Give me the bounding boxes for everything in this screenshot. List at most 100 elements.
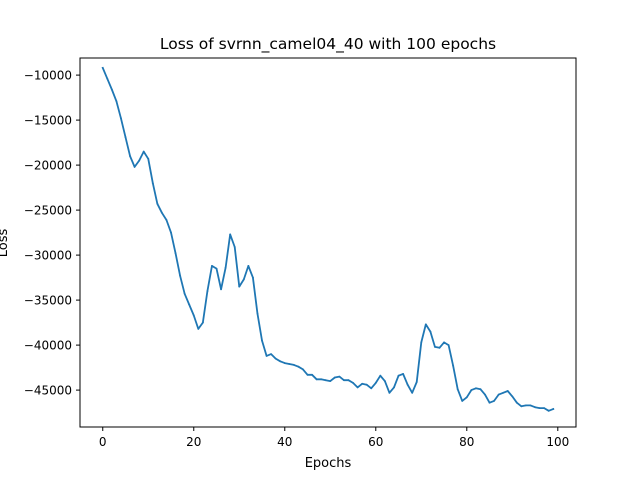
data-point	[502, 391, 505, 394]
data-point	[124, 136, 127, 139]
data-point	[229, 233, 232, 236]
data-point	[211, 265, 213, 267]
data-point	[183, 292, 186, 295]
data-point	[347, 379, 350, 382]
data-point	[170, 231, 172, 234]
data-point	[374, 382, 377, 384]
data-point	[538, 407, 541, 409]
plot-frame	[79, 57, 577, 428]
data-point	[274, 357, 277, 360]
data-point	[174, 252, 177, 255]
data-point	[179, 274, 182, 277]
y-tick-label: −40000	[24, 339, 72, 353]
plot-data	[101, 66, 555, 412]
axis-ticks: 0 20 40 60 80 100 −10000 −15000 −20000 −25000 −300…	[24, 69, 569, 449]
data-point	[515, 401, 518, 404]
data-point	[247, 265, 250, 267]
x-tick-label: 100	[546, 435, 569, 449]
x-tick-label: 0	[99, 435, 107, 449]
data-point	[161, 211, 163, 214]
data-point	[133, 166, 136, 168]
data-point	[224, 266, 227, 269]
data-point	[493, 400, 495, 402]
data-point	[411, 391, 414, 394]
data-point	[370, 387, 373, 390]
data-point	[429, 330, 432, 333]
data-point	[393, 386, 395, 389]
data-point	[525, 404, 527, 407]
data-point	[397, 374, 400, 377]
data-point	[383, 380, 386, 382]
data-point	[106, 77, 109, 80]
data-point	[547, 409, 550, 412]
data-point	[402, 373, 404, 375]
data-point	[443, 341, 445, 344]
data-point	[297, 365, 300, 368]
x-axis-label: Epochs	[305, 456, 352, 471]
data-point	[356, 386, 359, 389]
data-point	[420, 341, 423, 344]
loss-series-line	[101, 66, 555, 412]
data-point	[474, 387, 477, 390]
data-point	[256, 312, 259, 315]
data-point	[452, 364, 455, 367]
data-point	[101, 67, 104, 69]
x-tick-label: 60	[368, 435, 383, 449]
y-axis-label: Loss	[0, 229, 11, 258]
data-point	[283, 362, 286, 364]
data-point	[488, 401, 491, 404]
data-point	[484, 393, 486, 396]
data-point	[220, 288, 222, 291]
data-point	[511, 395, 514, 398]
data-point	[329, 380, 332, 382]
chart-title: Loss of svrnn_camel04_40 with 100 epochs	[160, 35, 496, 54]
data-point	[343, 379, 345, 382]
data-point	[324, 379, 327, 382]
x-tick-label: 80	[459, 435, 474, 449]
data-point	[306, 373, 309, 376]
x-tick-label: 20	[186, 435, 201, 449]
y-tick-label: −15000	[24, 114, 72, 128]
data-point	[438, 346, 441, 349]
data-point	[470, 389, 473, 391]
data-point	[129, 155, 131, 158]
data-point	[506, 390, 509, 392]
data-point	[252, 276, 254, 279]
data-point	[242, 278, 245, 281]
data-point	[197, 328, 200, 330]
data-point	[424, 323, 427, 326]
data-point	[415, 381, 418, 383]
data-point	[206, 290, 209, 292]
data-point	[465, 396, 468, 399]
y-tick-label: −35000	[24, 294, 72, 308]
data-point	[388, 391, 391, 394]
data-point	[115, 100, 118, 103]
data-point	[279, 360, 282, 363]
data-point	[192, 314, 195, 317]
data-point	[265, 355, 268, 357]
data-point	[529, 404, 532, 407]
y-tick-label: −20000	[24, 159, 72, 173]
data-point	[288, 363, 291, 365]
data-point	[338, 375, 341, 378]
data-point	[534, 406, 536, 409]
data-point	[270, 353, 273, 355]
data-point	[361, 382, 364, 385]
data-point	[120, 117, 122, 120]
data-point	[520, 405, 523, 408]
data-point	[379, 374, 382, 377]
data-point	[165, 219, 168, 221]
data-point	[138, 159, 141, 162]
data-point	[147, 157, 150, 160]
data-point	[238, 285, 241, 288]
data-point	[552, 408, 555, 410]
y-tick-label: −30000	[24, 249, 72, 263]
data-point	[110, 88, 113, 91]
data-point	[302, 368, 304, 371]
data-point	[497, 393, 500, 396]
data-point	[333, 376, 336, 379]
data-point	[156, 202, 159, 205]
data-point	[406, 383, 409, 386]
